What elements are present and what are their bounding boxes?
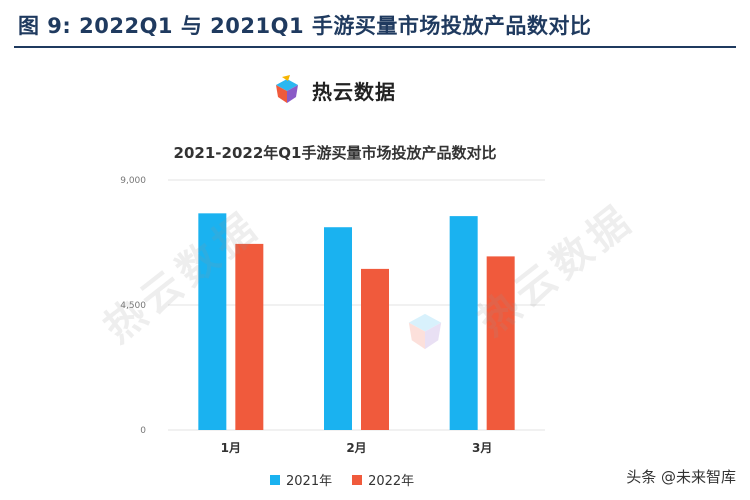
legend-label-2021: 2021年 xyxy=(286,474,333,489)
bar-2022-3 xyxy=(486,256,515,430)
watermark-cube-icon xyxy=(408,313,442,350)
brand-header: 热云数据 xyxy=(270,72,396,108)
chart-title: 2021-2022年Q1手游买量市场投放产品数对比 xyxy=(173,144,497,162)
x-tick-label: 3月 xyxy=(472,441,492,455)
y-tick-label: 0 xyxy=(140,426,146,436)
bar-2022-1 xyxy=(235,243,264,430)
chart-legend: 2021年 2022年 xyxy=(270,470,434,489)
figure-title: 图 9: 2022Q1 与 2021Q1 手游买量市场投放产品数对比 xyxy=(18,14,592,38)
bar-2021-1 xyxy=(198,213,227,430)
y-tick-label: 9,000 xyxy=(120,176,146,186)
title-divider xyxy=(14,46,736,48)
source-credit: 头条 @未来智库 xyxy=(626,468,736,486)
legend-swatch-2022 xyxy=(352,474,363,485)
bar-2021-3 xyxy=(449,216,478,430)
legend-item-2021: 2021年 xyxy=(270,470,332,489)
x-tick-label: 1月 xyxy=(221,441,241,455)
legend-swatch-2021 xyxy=(270,474,280,485)
x-tick-label: 2月 xyxy=(346,441,366,455)
brand-name: 热云数据 xyxy=(312,79,396,104)
legend-item-2022: 2022年 xyxy=(352,470,414,489)
bar-2022-2 xyxy=(361,268,389,430)
reyun-cube-logo-icon xyxy=(276,75,298,103)
legend-label-2022: 2022年 xyxy=(368,474,415,489)
bar-2021-2 xyxy=(324,227,352,430)
y-tick-label: 4,500 xyxy=(120,301,146,311)
